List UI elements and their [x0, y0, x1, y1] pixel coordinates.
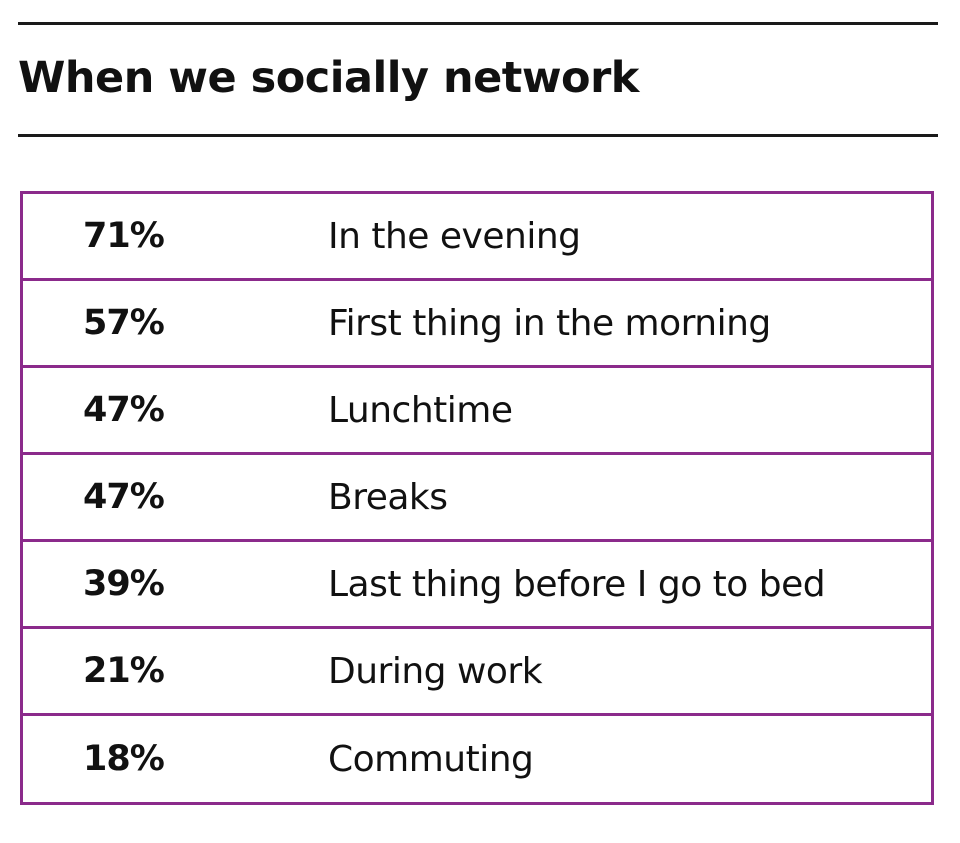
- time-of-day-label: First thing in the morning: [328, 302, 771, 344]
- table-row: 57% First thing in the morning: [23, 281, 931, 368]
- table-row: 47% Lunchtime: [23, 368, 931, 455]
- time-of-day-label: Breaks: [328, 476, 448, 518]
- title-underline-rule: [18, 134, 938, 137]
- table-row: 39% Last thing before I go to bed: [23, 542, 931, 629]
- percentage-value: 47%: [83, 390, 165, 430]
- time-of-day-label: Last thing before I go to bed: [328, 563, 826, 605]
- table-row: 18% Commuting: [23, 716, 931, 802]
- percentage-value: 57%: [83, 303, 165, 343]
- page-title: When we socially network: [18, 53, 639, 103]
- table-row: 47% Breaks: [23, 455, 931, 542]
- time-of-day-label: Commuting: [328, 738, 534, 780]
- time-of-day-label: During work: [328, 650, 543, 692]
- percentage-value: 71%: [83, 216, 165, 256]
- stats-table: 71% In the evening 57% First thing in the m…: [20, 191, 934, 805]
- percentage-value: 39%: [83, 564, 165, 604]
- percentage-value: 47%: [83, 477, 165, 517]
- table-row: 21% During work: [23, 629, 931, 716]
- percentage-value: 21%: [83, 651, 165, 691]
- table-row: 71% In the evening: [23, 194, 931, 281]
- top-rule: [18, 22, 938, 25]
- percentage-value: 18%: [83, 739, 165, 779]
- time-of-day-label: In the evening: [328, 215, 581, 257]
- time-of-day-label: Lunchtime: [328, 389, 513, 431]
